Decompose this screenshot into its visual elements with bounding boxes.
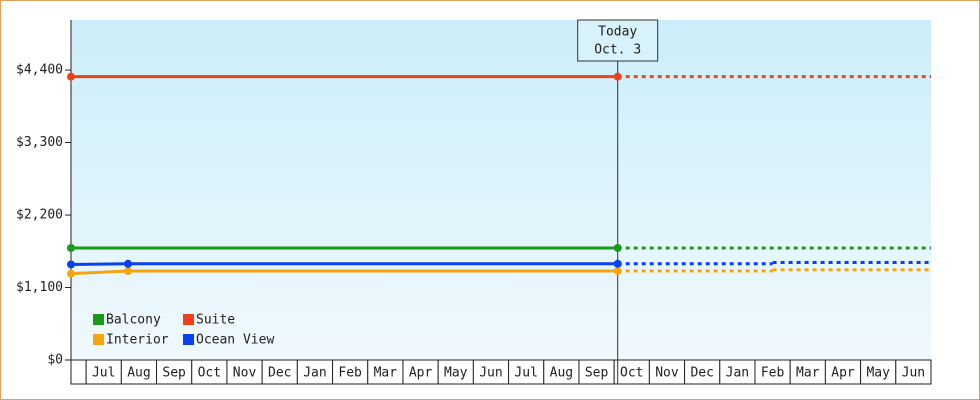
x-cell	[895, 359, 932, 385]
x-cell	[648, 359, 686, 385]
x-cell	[543, 359, 580, 385]
legend-label: Balcony	[106, 313, 161, 328]
y-tick-label: $2,200	[16, 208, 63, 223]
x-cell	[120, 359, 158, 385]
x-tick-label: Oct	[620, 366, 643, 381]
line-segment	[70, 269, 129, 276]
x-cell	[860, 359, 897, 385]
x-tick-label: Jul	[514, 366, 537, 381]
today-box	[577, 19, 659, 62]
x-tick-label: Nov	[233, 366, 257, 381]
x-tick-label: May	[444, 366, 468, 381]
x-tick-label: Apr	[831, 366, 855, 381]
x-tick-label: Dec	[268, 366, 291, 381]
point	[613, 243, 622, 252]
x-cell	[719, 359, 756, 385]
x-cell	[789, 359, 826, 385]
y-tick-label: $0	[47, 353, 63, 368]
x-tick-label: Jun	[902, 366, 925, 381]
x-tick-label: Jan	[303, 366, 326, 381]
x-tick-label: Sep	[585, 366, 609, 381]
x-tick-label: Aug	[550, 366, 573, 381]
x-cell	[402, 359, 439, 385]
legend-swatch	[183, 314, 194, 325]
point	[67, 269, 75, 278]
point	[613, 259, 622, 268]
x-tick-label: Mar	[374, 366, 398, 381]
legend-label: Suite	[196, 313, 235, 328]
today-label: Today	[598, 25, 637, 40]
x-tick-label: Aug	[127, 366, 150, 381]
x-tick-label: May	[866, 366, 890, 381]
x-tick-label: Jul	[92, 366, 115, 381]
x-cell	[472, 359, 510, 385]
point	[67, 243, 75, 252]
point	[124, 259, 133, 268]
line-segment	[70, 262, 129, 266]
x-tick-label: Nov	[655, 366, 679, 381]
point	[67, 260, 75, 269]
x-cell	[191, 359, 228, 385]
x-tick-label: Feb	[761, 366, 785, 381]
point	[124, 267, 133, 276]
x-cell	[578, 359, 615, 385]
legend-label: Ocean View	[196, 333, 274, 348]
today-date: Oct. 3	[594, 43, 641, 58]
x-tick-label: Dec	[690, 366, 713, 381]
point	[67, 72, 75, 81]
legend-swatch	[183, 334, 194, 345]
x-cell	[684, 359, 721, 385]
x-tick-label: Sep	[162, 366, 186, 381]
y-tick-label: $4,400	[16, 63, 63, 78]
y-tick-label: $3,300	[16, 135, 63, 150]
x-cell	[824, 359, 862, 385]
x-tick-label: Feb	[338, 366, 362, 381]
legend-swatch	[93, 314, 104, 325]
point	[613, 72, 622, 81]
x-tick-label: Apr	[409, 366, 433, 381]
x-tick-label: Oct	[198, 366, 221, 381]
point	[613, 267, 622, 276]
legend-label: Interior	[106, 333, 169, 348]
x-cell	[261, 359, 298, 385]
legend-swatch	[93, 334, 104, 345]
y-tick-label: $1,100	[16, 280, 63, 295]
x-cell	[754, 359, 791, 385]
x-tick-label: Jun	[479, 366, 502, 381]
x-tick-label: Jan	[726, 366, 749, 381]
x-cell	[70, 359, 87, 385]
x-tick-label: Mar	[796, 366, 820, 381]
x-cell	[332, 359, 369, 385]
plot-area	[71, 20, 931, 360]
